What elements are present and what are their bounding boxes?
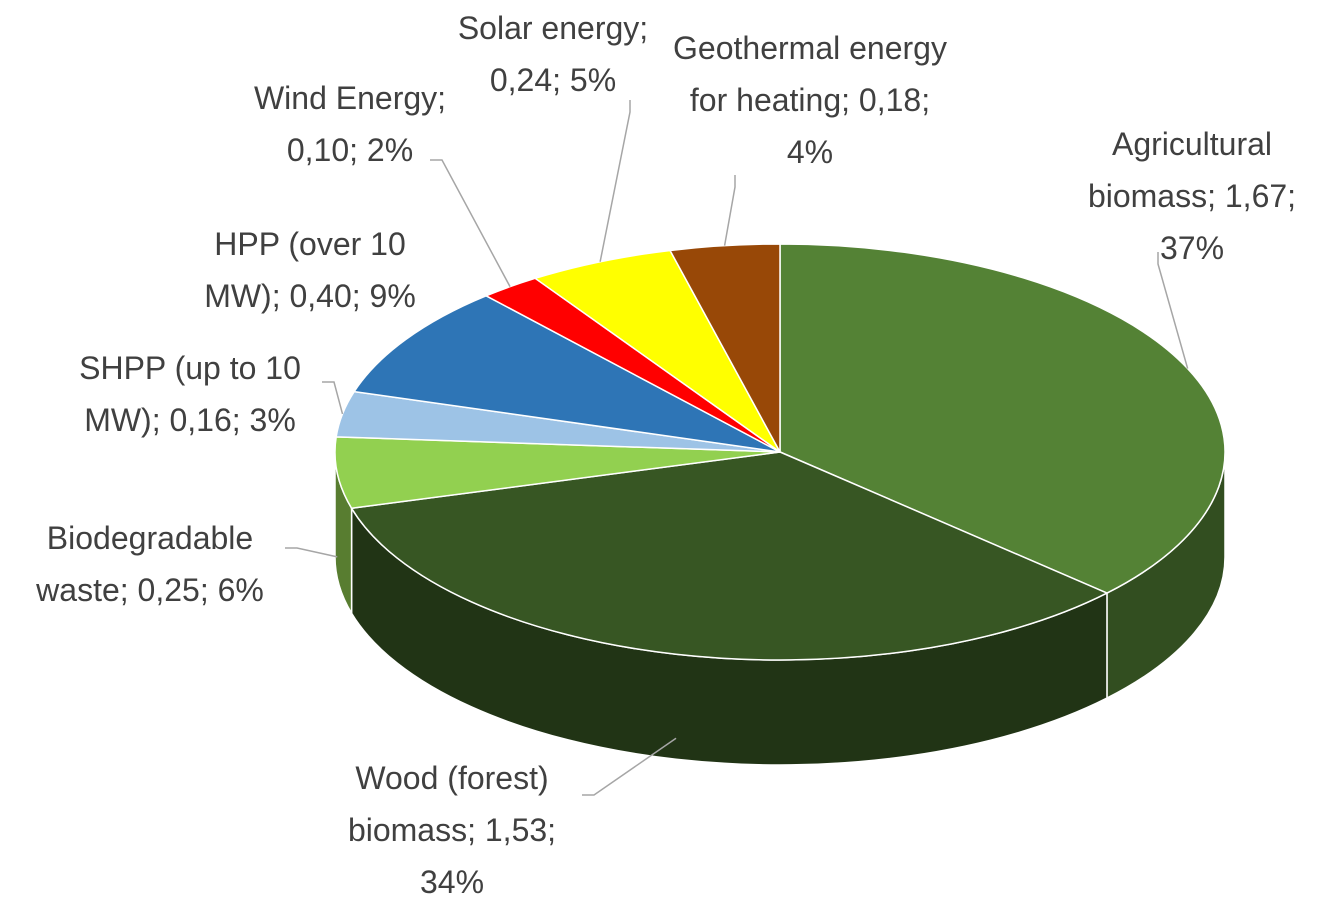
data-label: Solar energy; 0,24; 5% — [457, 10, 649, 98]
leader-line — [430, 159, 511, 288]
data-label: Wind Energy; 0,10; 2% — [253, 80, 447, 168]
data-label: SHPP (up to 10 MW); 0,16; 3% — [79, 350, 301, 438]
leader-line — [1157, 252, 1189, 369]
slice — [668, 243, 781, 453]
leader-line — [285, 547, 338, 558]
data-label: Wood (forest) biomass; 1,53; 34% — [347, 760, 557, 900]
slice — [352, 294, 781, 453]
data-label: HPP (over 10 MW); 0,40; 9% — [204, 226, 416, 314]
slice — [350, 451, 1109, 661]
leader-line — [599, 100, 631, 262]
leader-line — [582, 737, 677, 796]
data-label: Agricultural biomass; 1,67; 37% — [1087, 126, 1297, 266]
data-label: Geothermal energy for heating; 0,18; 4% — [673, 30, 947, 170]
slice — [334, 436, 781, 510]
leader-line — [723, 175, 736, 246]
data-label: Biodegradable waste; 0,25; 6% — [36, 520, 264, 608]
slice — [533, 249, 781, 453]
leader-line — [322, 381, 344, 415]
